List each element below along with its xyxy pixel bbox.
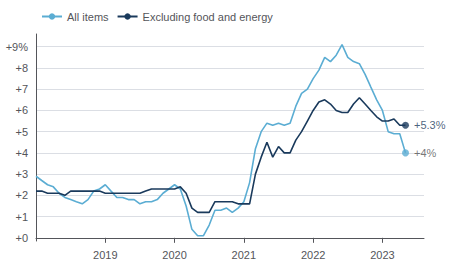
svg-text:Excluding food and energy: Excluding food and energy [143,11,274,23]
svg-text:+7: +7 [15,83,28,95]
svg-text:2019: 2019 [93,249,117,261]
svg-text:+4%: +4% [414,147,437,159]
svg-text:+5: +5 [15,126,28,138]
svg-text:+6: +6 [15,104,28,116]
svg-text:+5.3%: +5.3% [414,119,446,131]
svg-text:2020: 2020 [162,249,186,261]
svg-text:+8: +8 [15,62,28,74]
svg-text:+4: +4 [15,147,28,159]
svg-text:2021: 2021 [232,249,256,261]
svg-text:2022: 2022 [301,249,325,261]
svg-text:+9%: +9% [6,41,29,53]
svg-text:+0: +0 [15,232,28,244]
svg-text:+2: +2 [15,189,28,201]
svg-text:+1: +1 [15,211,28,223]
svg-text:+3: +3 [15,168,28,180]
svg-text:All items: All items [67,11,109,23]
svg-text:2023: 2023 [370,249,394,261]
